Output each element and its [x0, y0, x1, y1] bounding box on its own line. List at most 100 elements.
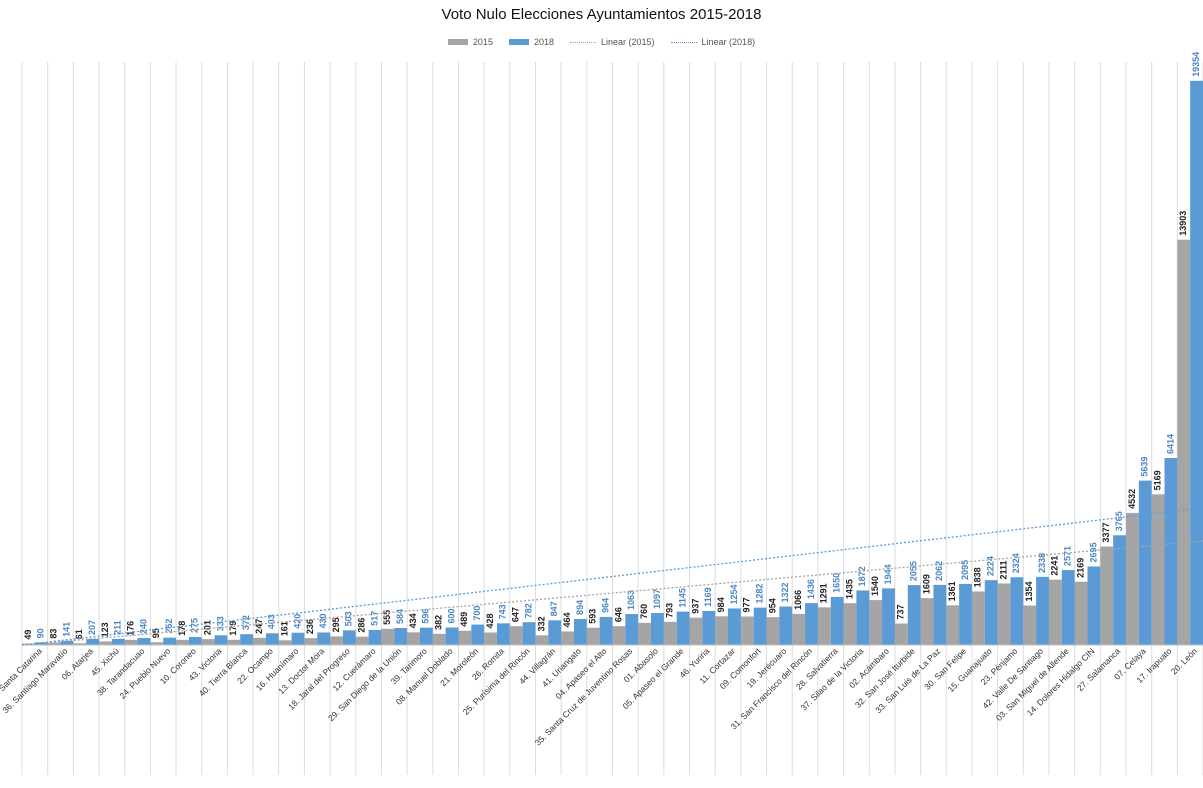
- legend-label-2015: 2015: [472, 37, 493, 47]
- bar-2015-28: [715, 616, 729, 645]
- value-label-2015-16: 434: [408, 613, 418, 628]
- value-label-2015-21: 332: [536, 616, 546, 631]
- bar-2018-32: [830, 596, 844, 645]
- value-label-2018-44: 5639: [1140, 457, 1150, 477]
- value-label-2018-9: 372: [241, 615, 251, 630]
- value-label-2018-19: 743: [498, 604, 508, 619]
- legend: 2015 2018 Linear (2015) Linear (2018): [0, 37, 1203, 47]
- bar-2015-25: [638, 622, 652, 645]
- bar-2015-6: [150, 642, 164, 645]
- value-label-2015-38: 1838: [973, 567, 983, 587]
- legend-item-2015: 2015: [447, 37, 493, 47]
- bar-2018-4: [111, 638, 125, 645]
- bar-2018-14: [368, 629, 382, 645]
- value-label-2018-43: 3765: [1114, 511, 1124, 531]
- value-label-2018-39: 2324: [1011, 553, 1021, 573]
- legend-swatch-2015: [447, 39, 468, 45]
- bar-2015-38: [971, 591, 985, 645]
- bar-2015-5: [124, 639, 138, 645]
- legend-label-linear-2018: Linear (2018): [701, 37, 756, 47]
- value-label-2015-13: 295: [331, 617, 341, 632]
- bar-2015-1: [22, 643, 35, 645]
- bar-2015-40: [1023, 605, 1037, 645]
- bar-2018-36: [933, 584, 947, 645]
- bar-2015-4: [99, 641, 112, 645]
- value-label-2015-5: 176: [125, 621, 135, 636]
- value-label-2015-26: 793: [665, 603, 675, 618]
- value-label-2018-26: 1145: [677, 588, 687, 608]
- value-label-2018-12: 430: [318, 613, 328, 628]
- value-label-2015-46: 13903: [1178, 211, 1188, 236]
- legend-label-2018: 2018: [533, 37, 554, 47]
- legend-item-linear-2015: Linear (2015): [569, 37, 655, 47]
- bar-2018-2: [60, 640, 74, 645]
- value-label-2015-36: 1609: [921, 574, 931, 594]
- bar-2018-12: [317, 632, 331, 645]
- bar-2018-40: [1036, 576, 1049, 645]
- bar-2015-14: [355, 636, 369, 645]
- bar-2018-22: [573, 618, 587, 645]
- value-label-2018-34: 1944: [883, 564, 893, 584]
- value-label-2015-15: 555: [382, 610, 392, 625]
- bar-2018-37: [959, 583, 972, 645]
- value-label-2018-45: 6414: [1165, 434, 1175, 454]
- bar-2015-45: [1151, 494, 1165, 645]
- value-label-2015-45: 5169: [1152, 470, 1162, 490]
- value-label-2015-10: 247: [254, 619, 264, 634]
- bar-2015-33: [843, 603, 857, 645]
- value-label-2018-31: 1436: [806, 579, 816, 599]
- bar-2018-3: [86, 638, 100, 645]
- value-label-2015-14: 286: [357, 618, 367, 633]
- value-label-2018-2: 141: [61, 622, 71, 637]
- bar-2015-39: [997, 583, 1011, 645]
- value-label-2018-24: 1063: [626, 590, 636, 610]
- value-label-2015-18: 489: [459, 612, 469, 627]
- value-label-2018-46: 19354: [1191, 52, 1201, 77]
- value-label-2015-2: 83: [48, 629, 58, 639]
- bar-2018-46: [1190, 80, 1203, 645]
- value-label-2015-33: 1435: [844, 579, 854, 599]
- value-label-2015-30: 954: [767, 598, 777, 613]
- bar-2018-41: [1061, 570, 1075, 645]
- bar-2015-16: [407, 632, 420, 645]
- value-label-2015-44: 4532: [1127, 489, 1137, 509]
- legend-swatch-2018: [508, 39, 529, 45]
- bar-2018-21: [548, 620, 562, 645]
- bar-2015-31: [792, 613, 806, 645]
- value-label-2018-20: 782: [523, 603, 533, 618]
- value-label-2018-8: 333: [215, 616, 225, 631]
- bar-2015-42: [1074, 581, 1088, 645]
- bar-2015-3: [73, 643, 87, 645]
- bar-2018-5: [137, 638, 151, 645]
- bar-2018-31: [805, 603, 818, 645]
- bar-2015-21: [535, 635, 549, 645]
- value-label-2015-12: 236: [305, 619, 315, 634]
- value-label-2015-32: 1291: [819, 583, 829, 603]
- bar-2015-7: [176, 639, 189, 645]
- bar-2015-34: [869, 600, 883, 645]
- bar-2015-24: [612, 626, 626, 645]
- bar-2018-33: [856, 590, 870, 645]
- value-label-2018-6: 252: [164, 619, 174, 634]
- value-label-2015-11: 161: [280, 621, 290, 636]
- bar-2015-18: [458, 630, 472, 645]
- value-label-2015-17: 382: [434, 615, 444, 630]
- value-label-2015-34: 1540: [870, 576, 880, 596]
- chart-title: Voto Nulo Elecciones Ayuntamientos 2015-…: [441, 6, 762, 23]
- value-label-2018-21: 847: [549, 601, 559, 616]
- value-label-2015-42: 2169: [1075, 558, 1085, 578]
- legend-item-2018: 2018: [508, 37, 554, 47]
- value-label-2018-40: 2338: [1037, 553, 1047, 573]
- value-label-2018-4: 211: [113, 620, 123, 635]
- value-label-2015-39: 2111: [998, 560, 1008, 579]
- bar-2015-37: [946, 605, 960, 645]
- bar-2015-22: [561, 631, 574, 645]
- value-label-2018-32: 1650: [832, 573, 842, 593]
- category-label-46: 20. León: [1169, 646, 1200, 677]
- bar-2015-32: [817, 607, 831, 645]
- value-label-2015-28: 984: [716, 597, 726, 612]
- value-label-2015-8: 201: [203, 620, 213, 635]
- value-label-2015-23: 593: [588, 609, 598, 624]
- value-label-2015-1: 49: [23, 630, 33, 640]
- value-label-2018-38: 2224: [986, 556, 996, 576]
